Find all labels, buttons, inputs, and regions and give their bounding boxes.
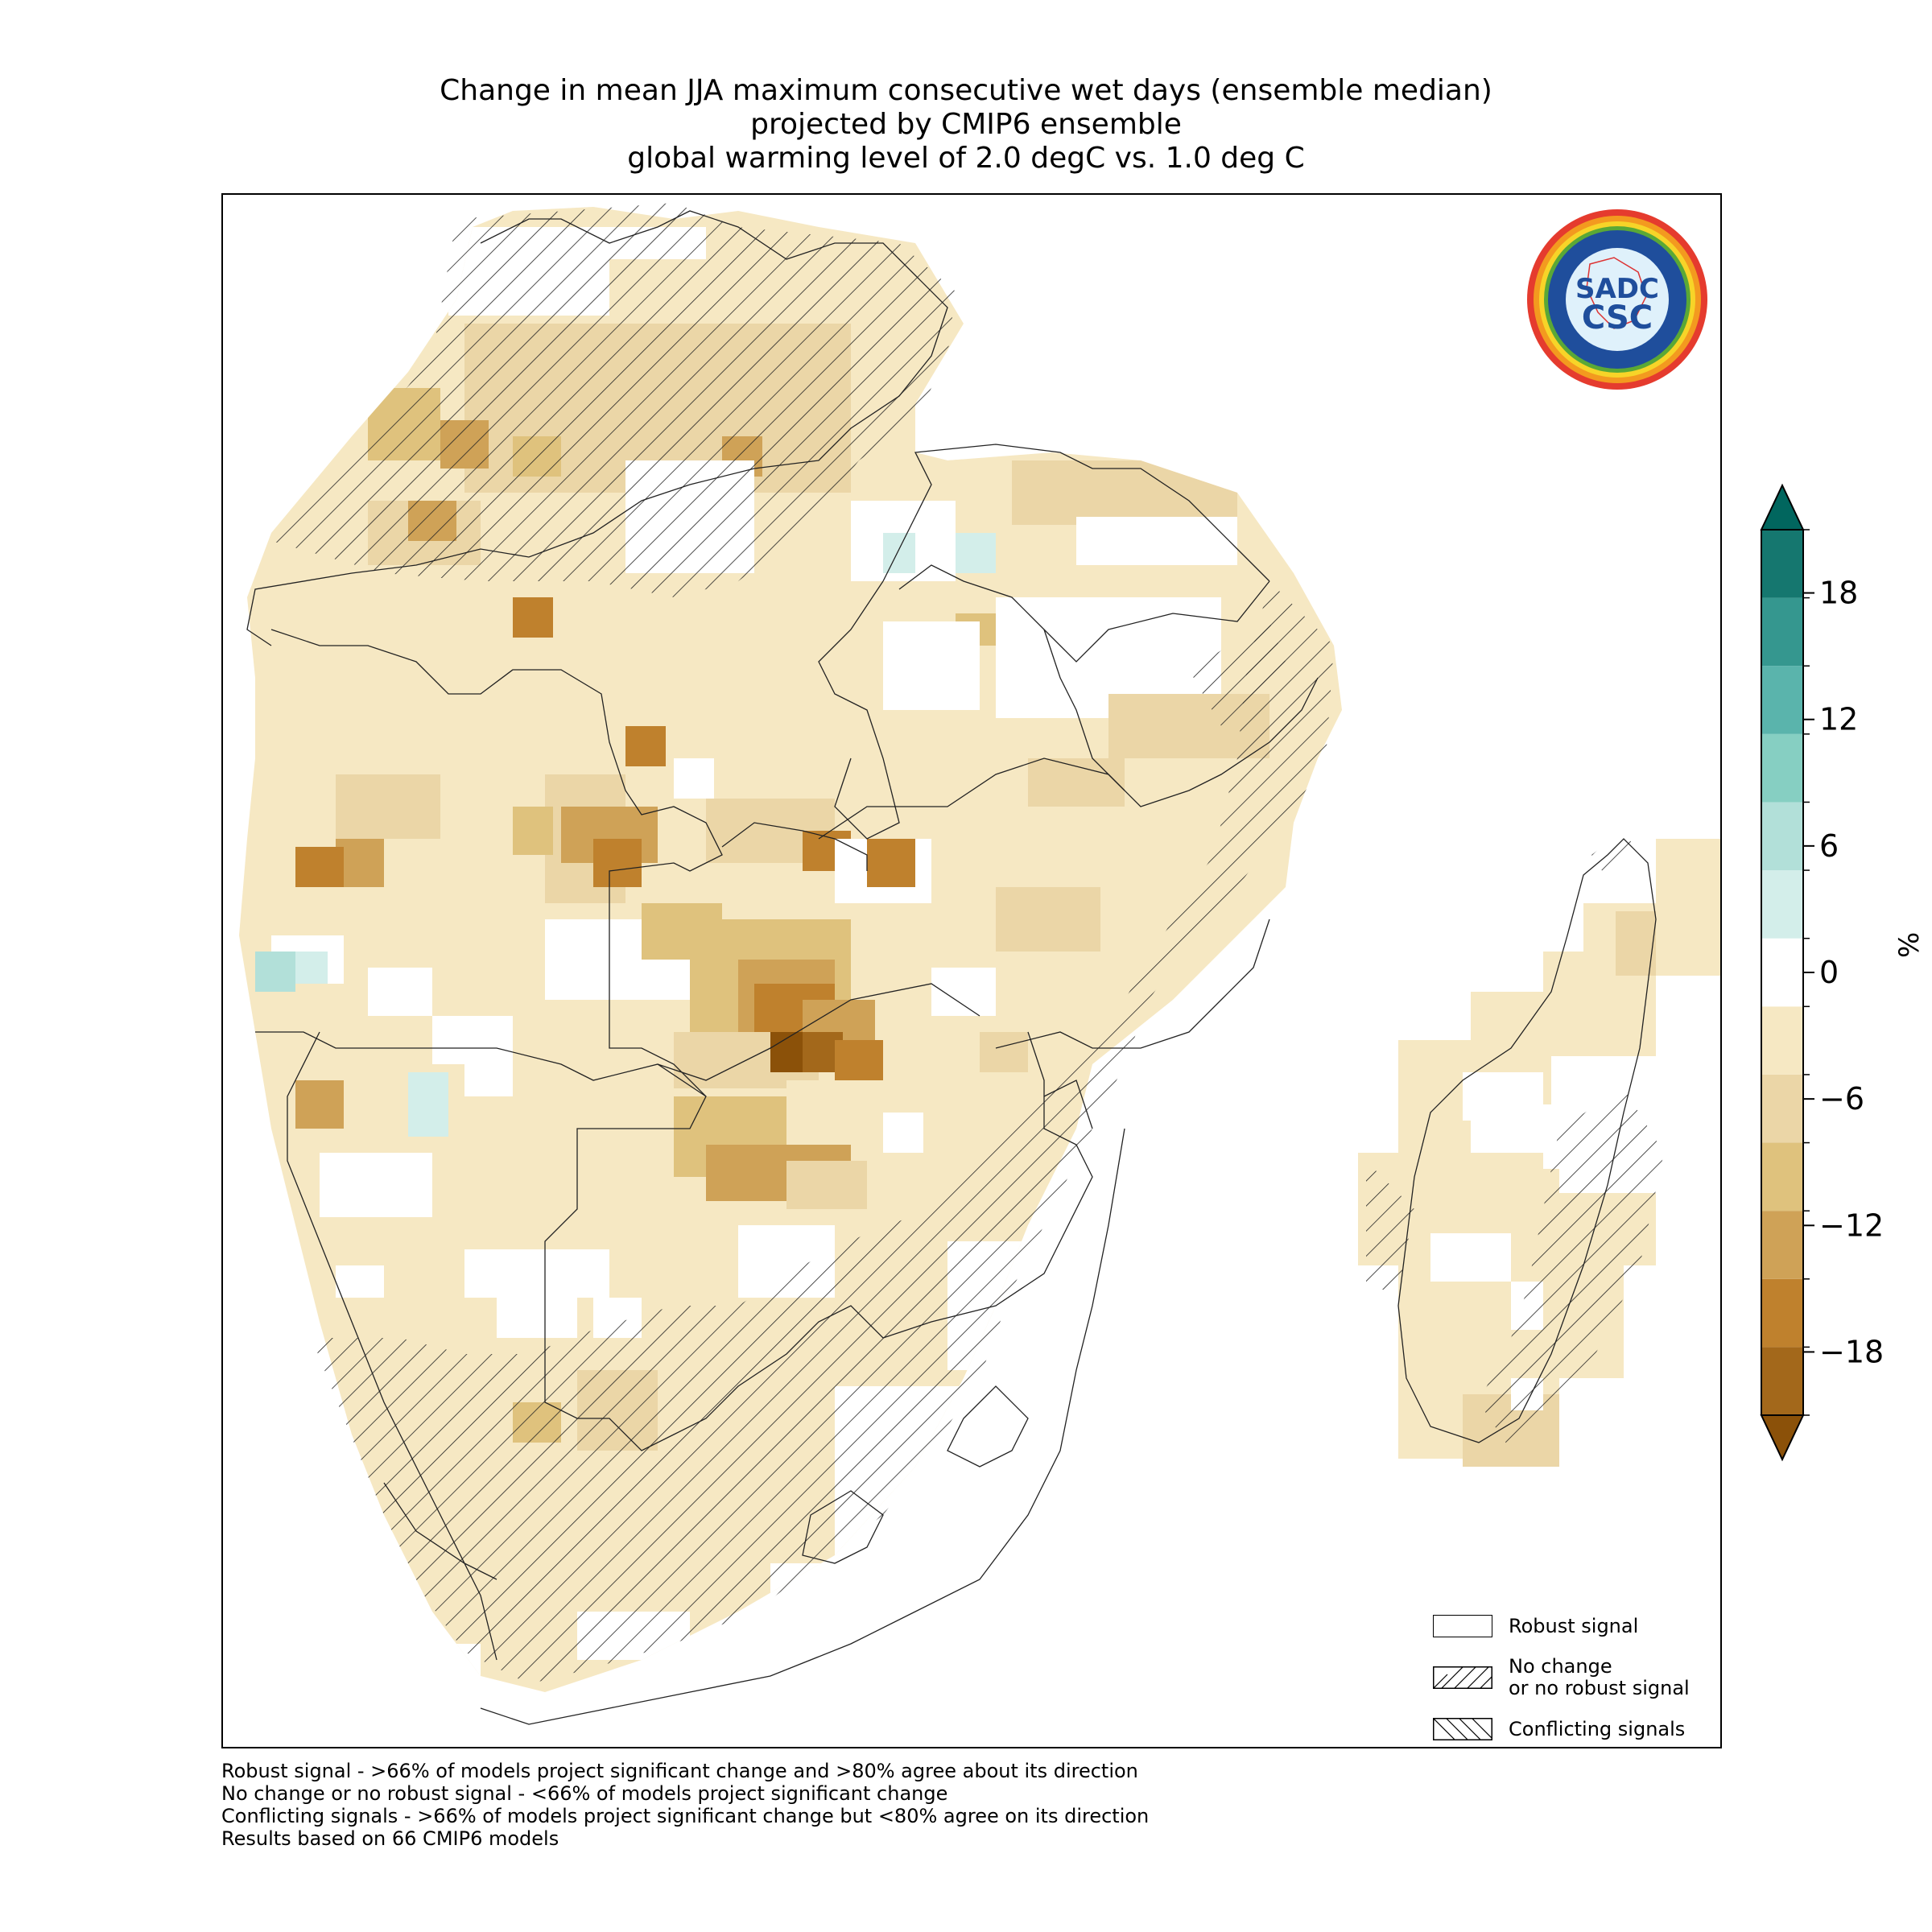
footnotes: Robust signal - >66% of models project s…: [221, 1760, 1149, 1850]
colorbar-unit-label: %: [1893, 931, 1926, 958]
colorbar-segment: [1761, 666, 1803, 734]
title-line-1: Change in mean JJA maximum consecutive w…: [440, 74, 1492, 107]
footnote-2: No change or no robust signal - <66% of …: [221, 1782, 948, 1805]
colorbar-segment: [1761, 1211, 1803, 1279]
footnote-3: Conflicting signals - >66% of models pro…: [221, 1805, 1150, 1827]
colorbar-tick-label: −12: [1819, 1208, 1884, 1243]
colorbar-segment: [1761, 1074, 1803, 1143]
legend-label-robust: Robust signal: [1509, 1614, 1639, 1637]
colorbar-extend-min: [1760, 1414, 1805, 1462]
colorbar-segment: [1761, 870, 1803, 939]
legend-item-conflicting: Conflicting signals: [1433, 1717, 1685, 1741]
colorbar-extend-max: [1760, 483, 1805, 530]
legend-swatch-no-change: [1433, 1666, 1492, 1689]
title-line-2: projected by CMIP6 ensemble: [750, 108, 1182, 141]
colorbar-segment: [1761, 530, 1803, 598]
colorbar-segment: [1761, 1278, 1803, 1348]
sadc-csc-logo: SADC CSC: [1527, 209, 1707, 390]
colorbar-segment: [1761, 802, 1803, 871]
colorbar-tick-label: 12: [1819, 702, 1858, 737]
colorbar-tick-label: −6: [1819, 1081, 1864, 1117]
legend-swatch-robust: [1433, 1615, 1492, 1637]
country-borders: [246, 210, 1319, 1725]
logo-text-sub: CSC: [1582, 299, 1653, 336]
title-line-3: global warming level of 2.0 degC vs. 1.0…: [627, 142, 1305, 175]
colorbar-segment: [1761, 733, 1803, 803]
colorbar-segment: [1761, 1006, 1803, 1075]
colorbar-segments: [1760, 483, 1805, 1462]
legend-item-robust: Robust signal: [1433, 1614, 1638, 1638]
colorbar-ticks: 18 12 6 0 −6 −12 −18: [1803, 529, 1884, 1416]
colorbar-tick-label: 18: [1819, 576, 1858, 611]
logo-text-main: SADC: [1575, 273, 1659, 305]
colorbar-tick-label: 0: [1819, 955, 1839, 990]
colorbar-segment: [1761, 1347, 1803, 1415]
legend-item-no-change: No change or no robust signal: [1433, 1656, 1690, 1699]
colorbar: 18 12 6 0 −6 −12 −18: [1760, 483, 1884, 1462]
map-panel: [221, 193, 1722, 1748]
footnote-1: Robust signal - >66% of models project s…: [221, 1760, 1138, 1782]
legend-label-conflicting: Conflicting signals: [1509, 1717, 1686, 1740]
colorbar-tick-label: −18: [1819, 1334, 1884, 1369]
colorbar-tick-label: 6: [1819, 828, 1839, 864]
chart-title: Change in mean JJA maximum consecutive w…: [0, 74, 1932, 175]
legend-swatch-conflicting: [1433, 1718, 1492, 1740]
map-canvas: [239, 203, 1720, 1725]
madagascar-outline: [1397, 838, 1657, 1443]
colorbar-segment: [1761, 938, 1803, 1007]
hatch-legend: Robust signal No change or no robust sig…: [1433, 1614, 1707, 1743]
colorbar-segment: [1761, 1142, 1803, 1212]
legend-label-no-change: No change or no robust signal: [1509, 1655, 1690, 1699]
footnote-4: Results based on 66 CMIP6 models: [221, 1827, 559, 1850]
colorbar-segment: [1761, 597, 1803, 667]
